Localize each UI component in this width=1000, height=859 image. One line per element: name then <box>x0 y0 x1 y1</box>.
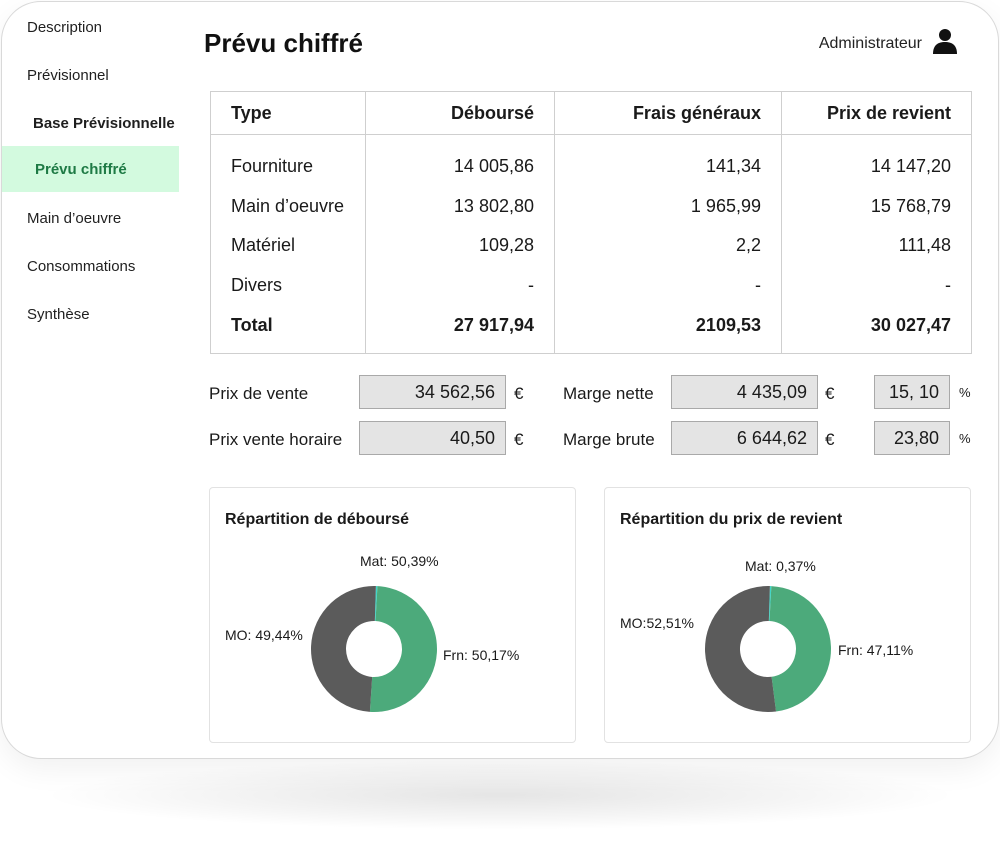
sidebar: Description Prévisionnel Base Prévisionn… <box>2 2 182 758</box>
slice-label-mo: MO: 49,44% <box>225 627 303 643</box>
sidebar-item-prevu-chiffre[interactable]: Prévu chiffré <box>2 146 179 192</box>
euro-unit: € <box>514 384 524 403</box>
table-cell: 111,48 <box>781 226 972 266</box>
slice-label-frn: Frn: 50,17% <box>443 647 519 663</box>
table-cell: 141,34 <box>554 134 782 187</box>
table-cell: Fourniture <box>231 156 314 177</box>
prix-vente-horaire-label: Prix vente horaire <box>209 430 343 449</box>
table-cell: Main d’oeuvre <box>231 195 345 216</box>
cost-table: Type Déboursé Frais généraux Prix de rev… <box>210 91 972 354</box>
person-icon <box>932 28 958 59</box>
user-name: Administrateur <box>818 34 922 52</box>
prix-vente-label: Prix de vente <box>209 384 309 403</box>
sidebar-item-description[interactable]: Description <box>2 4 179 50</box>
table-cell: 30 027,47 <box>781 305 972 354</box>
percent-unit: % <box>959 431 971 446</box>
table-row: Matériel 109,28 2,2 111,48 <box>211 226 972 266</box>
marge-nette-label: Marge nette <box>563 384 654 403</box>
sidebar-item-label: Prévu chiffré <box>35 160 127 178</box>
marge-nette-pct-field[interactable]: 15, 10 <box>874 375 950 409</box>
pie-slice-frn <box>369 586 437 712</box>
column-header: Prix de revient <box>781 91 972 135</box>
table-cell: 14 147,20 <box>781 134 972 187</box>
pie-slice-mo <box>705 586 777 712</box>
sidebar-item-base-previsionnelle[interactable]: Base Prévisionnelle <box>2 100 179 146</box>
table-row: Main d’oeuvre 13 802,80 1 965,99 15 768,… <box>211 186 972 227</box>
table-cell: Divers <box>231 275 283 296</box>
sidebar-item-consommations[interactable]: Consommations <box>2 243 179 289</box>
slice-label-frn: Frn: 47,11% <box>838 642 913 658</box>
sidebar-item-main-oeuvre[interactable]: Main d’oeuvre <box>2 195 179 241</box>
table-row: Divers - - - <box>211 265 972 306</box>
marge-brute-field[interactable]: 6 644,62 <box>671 421 818 455</box>
table-header-row: Type Déboursé Frais généraux Prix de rev… <box>210 91 972 135</box>
card-shadow <box>40 760 960 830</box>
prix-vente-horaire-field[interactable]: 40,50 <box>359 421 506 455</box>
slice-label-mat: Mat: 0,37% <box>745 558 816 574</box>
column-header: Type <box>210 91 366 135</box>
sidebar-item-label: Base Prévisionnelle <box>33 114 175 132</box>
table-cell: 2,2 <box>554 226 782 266</box>
euro-unit: € <box>825 430 835 449</box>
app-window: Description Prévisionnel Base Prévisionn… <box>1 1 999 759</box>
slice-label-mo: MO:52,51% <box>620 615 694 631</box>
euro-unit: € <box>825 384 835 403</box>
table-cell: 15 768,79 <box>781 186 972 227</box>
column-header: Déboursé <box>365 91 555 135</box>
page-title: Prévu chiffré <box>204 28 363 58</box>
pie-slice-frn <box>769 586 831 712</box>
pie-slice-mat <box>768 586 772 622</box>
donut-chart-debourse: Mat: 50,39% Frn: 50,17% MO: 49,44% <box>225 553 519 712</box>
table-cell: Matériel <box>231 235 296 256</box>
sidebar-item-label: Prévisionnel <box>27 66 109 84</box>
table-cell: 1 965,99 <box>554 186 782 227</box>
percent-unit: % <box>959 385 971 400</box>
sidebar-item-label: Main d’oeuvre <box>27 209 122 227</box>
donut-chart-prix-revient: Mat: 0,37% Frn: 47,11% MO:52,51% <box>620 558 913 712</box>
marge-brute-label: Marge brute <box>563 430 655 449</box>
table-cell: 14 005,86 <box>365 134 555 187</box>
table-cell: 13 802,80 <box>365 186 555 227</box>
chart-title: Répartition du prix de revient <box>620 511 843 528</box>
table-cell: 109,28 <box>365 226 555 266</box>
pie-slice-mat <box>374 586 378 622</box>
table-cell: - <box>781 265 972 306</box>
table-row: Fourniture 14 005,86 141,34 14 147,20 <box>211 134 972 187</box>
table-total-row: Total 27 917,94 2109,53 30 027,47 <box>211 305 972 354</box>
table-cell: 27 917,94 <box>365 305 555 354</box>
table-cell: - <box>554 265 782 306</box>
slice-label-mat: Mat: 50,39% <box>360 553 439 569</box>
user-menu[interactable]: Administrateur <box>819 28 958 59</box>
chart-title: Répartition de déboursé <box>225 511 410 528</box>
sidebar-item-synthese[interactable]: Synthèse <box>2 291 179 337</box>
pie-slice-mo <box>310 586 376 712</box>
sidebar-item-label: Description <box>27 18 103 36</box>
sidebar-item-label: Consommations <box>27 257 136 275</box>
column-header: Frais généraux <box>554 91 782 135</box>
table-cell: - <box>365 265 555 306</box>
marge-nette-field[interactable]: 4 435,09 <box>671 375 818 409</box>
table-cell: 2109,53 <box>554 305 782 354</box>
euro-unit: € <box>514 430 524 449</box>
chart-panel-prix-revient: Mat: 0,37% Frn: 47,11% MO:52,51% Répartiti… <box>604 487 971 743</box>
sidebar-item-label: Synthèse <box>27 305 90 323</box>
chart-panel-debourse: Mat: 50,39% Frn: 50,17% MO: 49,44% Réparti… <box>209 487 576 743</box>
prix-vente-field[interactable]: 34 562,56 <box>359 375 506 409</box>
sidebar-item-previsionnel[interactable]: Prévisionnel <box>2 52 179 98</box>
table-cell: Total <box>231 314 273 335</box>
marge-brute-pct-field[interactable]: 23,80 <box>874 421 950 455</box>
